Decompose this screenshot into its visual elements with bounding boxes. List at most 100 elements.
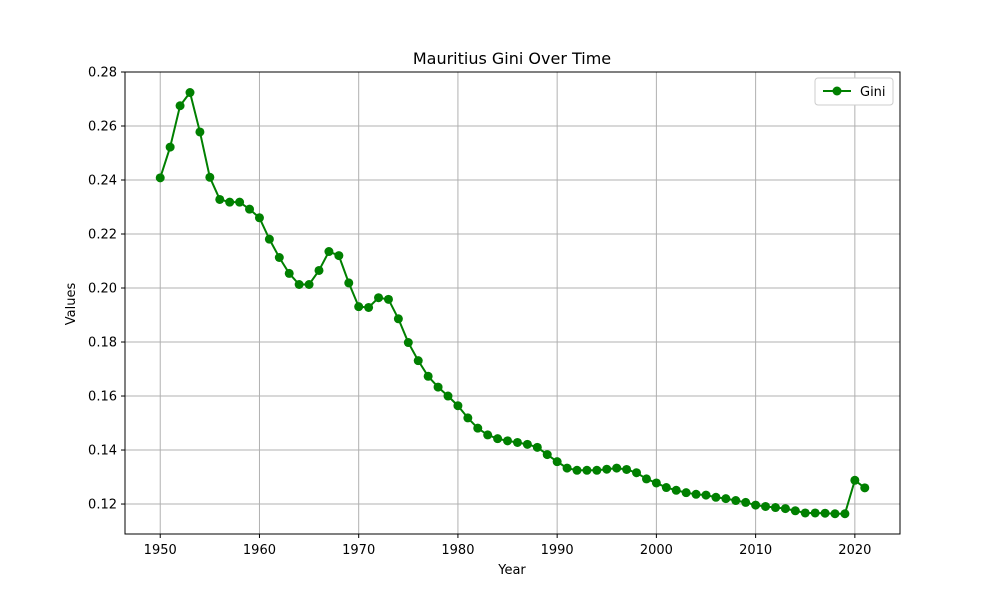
legend-label-gini: Gini bbox=[860, 85, 886, 100]
data-point bbox=[225, 197, 235, 207]
y-tick-label: 0.16 bbox=[88, 390, 117, 405]
x-tick-label: 2000 bbox=[640, 543, 673, 558]
data-point bbox=[215, 194, 225, 204]
data-point bbox=[175, 101, 185, 111]
legend-marker-swatch bbox=[832, 86, 842, 96]
data-point bbox=[651, 478, 661, 488]
grid-lines bbox=[125, 71, 900, 534]
data-point bbox=[512, 437, 522, 447]
y-tick-label: 0.12 bbox=[88, 498, 117, 513]
x-tick-label: 1990 bbox=[541, 543, 574, 558]
data-point bbox=[641, 474, 651, 484]
data-point bbox=[751, 500, 761, 510]
x-tick-label: 2010 bbox=[739, 543, 772, 558]
x-tick-label: 1980 bbox=[441, 543, 474, 558]
data-point bbox=[850, 475, 860, 485]
x-axis: 1950 1960 1970 1980 1990 2000 2010 2020 bbox=[144, 534, 871, 558]
data-point bbox=[731, 496, 741, 506]
y-tick-label: 0.22 bbox=[88, 228, 117, 243]
x-tick-label: 1960 bbox=[243, 543, 276, 558]
data-point bbox=[602, 464, 612, 474]
data-point bbox=[493, 434, 503, 444]
data-point bbox=[780, 504, 790, 514]
data-point bbox=[433, 382, 443, 392]
data-point bbox=[334, 251, 344, 261]
data-point bbox=[324, 247, 334, 257]
data-point bbox=[711, 492, 721, 502]
data-point bbox=[582, 465, 592, 475]
data-point bbox=[264, 234, 274, 244]
data-point bbox=[592, 465, 602, 475]
data-point bbox=[354, 302, 364, 312]
data-point bbox=[622, 464, 632, 474]
data-point bbox=[383, 294, 393, 304]
data-point bbox=[741, 497, 751, 507]
data-point bbox=[473, 423, 483, 433]
data-point bbox=[790, 506, 800, 516]
data-point bbox=[701, 490, 711, 500]
data-point bbox=[235, 197, 245, 207]
x-tick-label: 2020 bbox=[838, 543, 871, 558]
data-point bbox=[374, 293, 384, 303]
data-point bbox=[274, 253, 284, 263]
data-point bbox=[483, 430, 493, 440]
data-point bbox=[304, 280, 314, 290]
x-tick-label: 1950 bbox=[144, 543, 177, 558]
y-axis: 0.12 0.14 0.16 0.18 0.20 0.22 0.24 0.26 0.28 bbox=[88, 66, 125, 513]
data-point bbox=[770, 503, 780, 513]
data-point bbox=[612, 463, 622, 473]
data-point bbox=[552, 457, 562, 467]
x-tick-label: 1970 bbox=[342, 543, 375, 558]
data-point bbox=[681, 488, 691, 498]
y-axis-label: Values bbox=[64, 283, 79, 326]
data-point bbox=[721, 494, 731, 504]
data-point bbox=[542, 450, 552, 460]
data-point bbox=[830, 509, 840, 519]
data-point bbox=[403, 338, 413, 348]
data-point bbox=[364, 302, 374, 312]
legend-box bbox=[814, 77, 894, 106]
legend: Gini bbox=[814, 77, 894, 106]
data-point bbox=[344, 278, 354, 288]
data-point bbox=[761, 501, 771, 511]
data-point bbox=[503, 436, 513, 446]
data-point bbox=[463, 413, 473, 423]
y-tick-label: 0.28 bbox=[88, 66, 117, 81]
y-tick-label: 0.26 bbox=[88, 120, 117, 135]
data-point bbox=[572, 465, 582, 475]
data-point bbox=[532, 442, 542, 452]
data-point bbox=[562, 463, 572, 473]
data-point bbox=[294, 280, 304, 290]
data-point bbox=[205, 172, 215, 182]
data-point bbox=[155, 173, 165, 183]
y-tick-label: 0.20 bbox=[88, 282, 117, 297]
y-tick-label: 0.14 bbox=[88, 444, 117, 459]
data-point bbox=[284, 268, 294, 278]
data-point bbox=[453, 401, 463, 411]
data-point bbox=[185, 88, 195, 98]
data-point bbox=[314, 265, 324, 275]
data-point bbox=[393, 314, 403, 324]
data-point bbox=[245, 204, 255, 214]
data-point bbox=[820, 508, 830, 518]
data-point bbox=[522, 439, 532, 449]
data-point bbox=[165, 142, 175, 152]
data-point bbox=[195, 127, 205, 137]
y-tick-label: 0.18 bbox=[88, 336, 117, 351]
chart-title: Mauritius Gini Over Time bbox=[413, 49, 611, 68]
data-point bbox=[691, 489, 701, 499]
data-point bbox=[632, 468, 642, 478]
data-point bbox=[671, 485, 681, 495]
data-point bbox=[860, 483, 870, 493]
data-point bbox=[800, 508, 810, 518]
data-point bbox=[254, 213, 264, 223]
plot-frame bbox=[124, 71, 901, 535]
data-point bbox=[810, 508, 820, 518]
data-point bbox=[423, 371, 433, 381]
data-point bbox=[413, 356, 423, 366]
series-gini bbox=[155, 88, 870, 519]
x-axis-label: Year bbox=[497, 563, 526, 578]
data-point bbox=[443, 391, 453, 401]
y-tick-label: 0.24 bbox=[88, 174, 117, 189]
